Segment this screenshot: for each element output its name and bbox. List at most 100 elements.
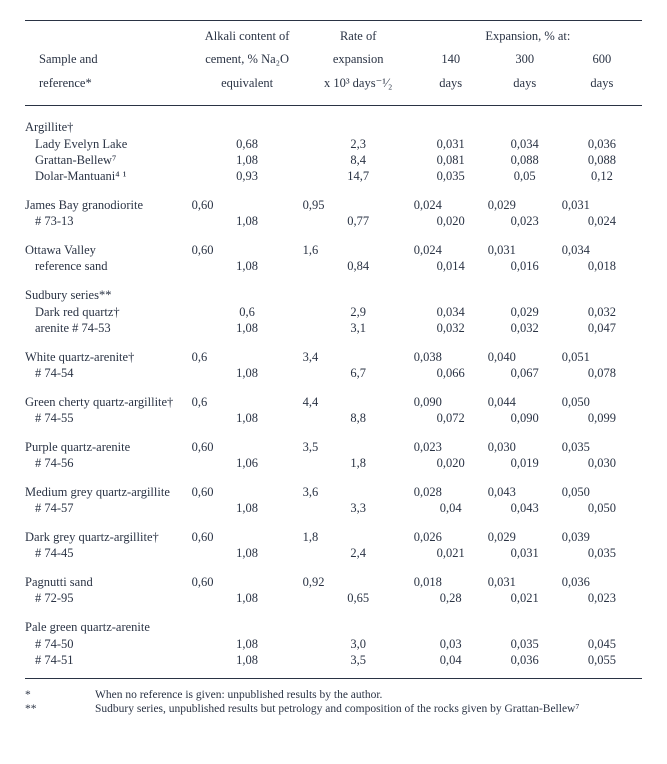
cell-rate: 2,4 (303, 545, 414, 561)
hdr-rate-l2: expansion (303, 44, 414, 67)
cell-d140: 0,014 (414, 258, 488, 274)
cell-d600: 0,051 (562, 336, 642, 365)
hdr-sample-l2: reference* (25, 67, 192, 91)
table-row: Pagnutti sand0,600,920,0180,0310,036 (25, 561, 642, 590)
cell-alkali: 1,08 (192, 410, 303, 426)
cell-rate: 0,65 (303, 590, 414, 606)
cell-rate: 3,3 (303, 500, 414, 516)
cell-d140: 0,023 (414, 426, 488, 455)
sample-name: Grattan-Bellew⁷ (25, 152, 192, 168)
table-row: White quartz-arenite†0,63,40,0380,0400,0… (25, 336, 642, 365)
hdr-140-l2: days (414, 67, 488, 91)
hdr-600-l2: days (562, 67, 642, 91)
data-table: Argillite†Lady Evelyn Lake0,682,30,0310,… (25, 106, 642, 668)
cell-rate: 2,9 (303, 303, 414, 320)
header-table: Alkali content of Rate of Expansion, % a… (25, 21, 642, 105)
cell-alkali: 0,60 (192, 229, 303, 258)
table-row: arenite # 74-531,083,10,0320,0320,047 (25, 320, 642, 336)
cell-d600: 0,078 (562, 365, 642, 381)
hdr-300-l2: days (488, 67, 562, 91)
footnotes: *When no reference is given: unpublished… (25, 689, 642, 715)
cell-rate: 2,3 (303, 135, 414, 152)
sample-name: Green cherty quartz-argillite† (25, 381, 192, 410)
cell-d300: 0,031 (488, 545, 562, 561)
cell-rate: 1,8 (303, 455, 414, 471)
table-row: # 74-571,083,30,040,0430,050 (25, 500, 642, 516)
hdr-600-l1: 600 (562, 44, 642, 67)
sample-name: # 74-50 (25, 635, 192, 652)
cell-d600: 0,12 (562, 168, 642, 184)
cell-d600: 0,030 (562, 455, 642, 471)
cell-d300: 0,029 (488, 516, 562, 545)
sample-name: reference sand (25, 258, 192, 274)
cell-d600: 0,055 (562, 652, 642, 668)
table-row: # 72-951,080,650,280,0210,023 (25, 590, 642, 606)
cell-d140: 0,034 (414, 303, 488, 320)
table-row: # 74-561,061,80,0200,0190,030 (25, 455, 642, 471)
table-row: Medium grey quartz-argillite0,603,60,028… (25, 471, 642, 500)
table-row: Ottawa Valley0,601,60,0240,0310,034 (25, 229, 642, 258)
cell-alkali: 0,93 (192, 168, 303, 184)
cell-d140: 0,024 (414, 184, 488, 213)
cell-d300: 0,067 (488, 365, 562, 381)
sample-name: Dark red quartz† (25, 303, 192, 320)
cell-d600: 0,039 (562, 516, 642, 545)
hdr-300-l1: 300 (488, 44, 562, 67)
cell-rate: 3,6 (303, 471, 414, 500)
cell-d600: 0,045 (562, 635, 642, 652)
cell-alkali: 1,08 (192, 320, 303, 336)
group-title-row: Pale green quartz-arenite (25, 606, 642, 635)
cell-d300: 0,031 (488, 229, 562, 258)
cell-d140: 0,081 (414, 152, 488, 168)
hdr-alkali-l3: equivalent (192, 67, 303, 91)
cell-d300: 0,036 (488, 652, 562, 668)
table-row: Grattan-Bellew⁷1,088,40,0810,0880,088 (25, 152, 642, 168)
cell-alkali: 0,60 (192, 184, 303, 213)
table-row: Green cherty quartz-argillite†0,64,40,09… (25, 381, 642, 410)
sample-name: arenite # 74-53 (25, 320, 192, 336)
cell-d140: 0,026 (414, 516, 488, 545)
cell-d600: 0,050 (562, 500, 642, 516)
hdr-expansion-label: Expansion, % at: (414, 21, 642, 44)
table-row: James Bay granodiorite0,600,950,0240,029… (25, 184, 642, 213)
cell-alkali: 0,60 (192, 561, 303, 590)
table-row: # 74-451,082,40,0210,0310,035 (25, 545, 642, 561)
cell-d600: 0,023 (562, 590, 642, 606)
group-title-row: Sudbury series** (25, 274, 642, 303)
cell-d300: 0,031 (488, 561, 562, 590)
cell-rate: 1,8 (303, 516, 414, 545)
cell-alkali: 0,60 (192, 516, 303, 545)
cell-alkali: 0,6 (192, 303, 303, 320)
cell-rate: 3,5 (303, 426, 414, 455)
cell-rate: 14,7 (303, 168, 414, 184)
cell-d140: 0,028 (414, 471, 488, 500)
cell-alkali: 1,08 (192, 365, 303, 381)
cell-rate: 6,7 (303, 365, 414, 381)
sample-name: Dolar-Mantuani⁴ ¹ (25, 168, 192, 184)
cell-d300: 0,016 (488, 258, 562, 274)
sample-name: Medium grey quartz-argillite (25, 471, 192, 500)
cell-d300: 0,029 (488, 303, 562, 320)
hdr-alkali-l2: cement, % Na₂O (192, 44, 303, 67)
table-row: reference sand1,080,840,0140,0160,018 (25, 258, 642, 274)
cell-d600: 0,035 (562, 545, 642, 561)
group-title: Argillite† (25, 106, 642, 135)
cell-d140: 0,018 (414, 561, 488, 590)
cell-d300: 0,023 (488, 213, 562, 229)
cell-d140: 0,04 (414, 652, 488, 668)
bottom-rule (25, 678, 642, 679)
sample-name: # 74-45 (25, 545, 192, 561)
table-row: Dark grey quartz-argillite†0,601,80,0260… (25, 516, 642, 545)
cell-d300: 0,043 (488, 471, 562, 500)
cell-d140: 0,090 (414, 381, 488, 410)
cell-alkali: 1,08 (192, 500, 303, 516)
cell-d300: 0,029 (488, 184, 562, 213)
cell-d140: 0,035 (414, 168, 488, 184)
cell-d300: 0,090 (488, 410, 562, 426)
sample-name: James Bay granodiorite (25, 184, 192, 213)
table-row: # 73-131,080,770,0200,0230,024 (25, 213, 642, 229)
cell-alkali: 1,08 (192, 213, 303, 229)
cell-d140: 0,28 (414, 590, 488, 606)
hdr-140-l1: 140 (414, 44, 488, 67)
cell-d300: 0,032 (488, 320, 562, 336)
